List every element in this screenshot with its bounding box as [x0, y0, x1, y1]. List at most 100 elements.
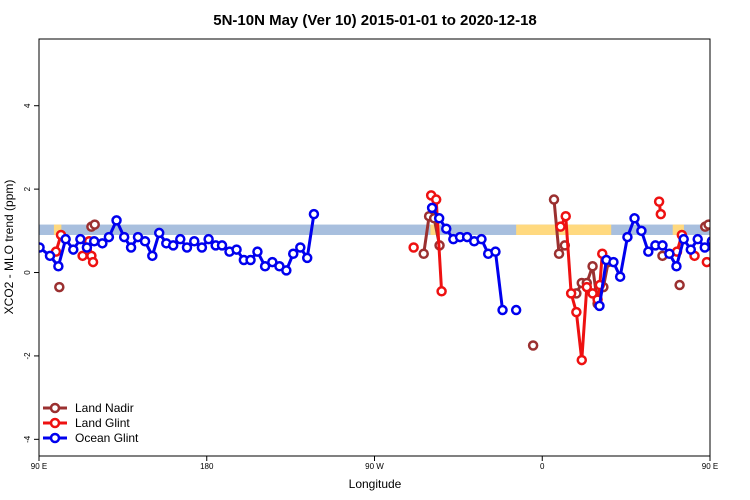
x-tick-label: 0 [540, 462, 545, 471]
land-band-3 [583, 224, 591, 235]
plot-frame [38, 38, 711, 457]
ocean-glint-point [671, 261, 682, 272]
land-nadir-point [703, 219, 710, 230]
ocean-glint-point [53, 261, 64, 272]
ocean-glint-point [75, 233, 86, 245]
ocean-glint-point [715, 239, 723, 247]
land-nadir-point [418, 248, 429, 260]
ocean-glint-point [111, 215, 122, 226]
land-glint-point [655, 208, 667, 220]
ocean-glint-point [60, 233, 71, 245]
ocean-glint-point [678, 233, 689, 245]
series-layer [39, 190, 750, 366]
ocean-glint-point [39, 242, 45, 253]
ocean-glint-point [287, 248, 299, 260]
ocean-glint-point [736, 233, 744, 241]
x-axis-label: Longitude [349, 477, 402, 491]
y-axis: -4 -2 0 2 4 [23, 103, 39, 443]
x-axis: 90 E 180 90 W 0 90 E [31, 456, 718, 471]
ocean-glint-point [729, 216, 737, 224]
y-tick-label: 4 [23, 103, 32, 108]
series-ocean-glint [39, 202, 750, 316]
ocean-glint-point [252, 246, 263, 257]
ocean-glint-point [153, 227, 165, 239]
ocean-glint-point [510, 304, 522, 316]
land-nadir-point [548, 194, 560, 205]
ocean-glint-point [692, 233, 703, 245]
land-glint-point [408, 242, 419, 253]
ocean-glint-point [629, 213, 640, 224]
y-tick-label: -2 [23, 352, 32, 360]
y-tick-label: 2 [23, 186, 32, 191]
ocean-glint-point [722, 233, 730, 241]
x-tick-label: 90 E [702, 462, 718, 471]
land-nadir-point [89, 219, 100, 230]
ocean-glint-point [433, 213, 445, 224]
land-glint-point [436, 286, 447, 297]
ocean-glint-point [643, 246, 654, 257]
land-glint-point [571, 306, 582, 318]
legend-label-land-glint: Land Glint [75, 416, 130, 430]
land-glint-line [559, 214, 604, 362]
y-axis-label: XCO2 - MLO trend (ppm) [2, 180, 16, 315]
x-tick-label: 90 E [31, 462, 47, 471]
x-tick-label: 180 [200, 462, 214, 471]
y-tick-label: -4 [23, 435, 32, 443]
series-land-glint [50, 190, 710, 366]
ocean-glint-point [44, 250, 56, 262]
ocean-glint-point [181, 242, 193, 253]
ocean-glint-point [231, 244, 242, 255]
land-glint-point [87, 256, 99, 268]
ocean-glint-point [139, 235, 151, 247]
legend-marker-ocean-glint [49, 432, 61, 444]
x-tick-label: 90 W [365, 462, 384, 471]
ocean-glint-point [281, 265, 292, 276]
land-glint-point [576, 354, 588, 366]
land-glint-point [560, 210, 571, 222]
ocean-glint-point [743, 244, 750, 252]
ocean-glint-point [657, 240, 668, 251]
legend-marker-land-nadir [49, 402, 61, 414]
ocean-glint-point [685, 244, 697, 255]
land-glint-point [701, 256, 710, 268]
ocean-glint-point [68, 244, 79, 255]
ocean-glint-point [699, 242, 710, 253]
land-nadir-point [674, 279, 685, 291]
ocean-glint-point [664, 248, 675, 260]
ocean-glint-point [441, 223, 452, 234]
land-band-4 [672, 224, 684, 235]
ocean-glint-point [295, 242, 306, 253]
ocean-glint-point [103, 231, 115, 243]
ocean-glint-point [301, 252, 313, 264]
ocean-glint-point [706, 236, 710, 247]
ocean-glint-point [608, 256, 619, 268]
ocean-glint-point [196, 242, 208, 253]
ocean-glint-point [216, 240, 228, 251]
land-nadir-point [587, 261, 598, 272]
ocean-glint-point [189, 235, 200, 247]
ocean-glint-point [622, 231, 633, 243]
land-glint-point [77, 250, 88, 262]
ocean-glint-point [203, 233, 214, 245]
land-band-0 [53, 224, 62, 235]
ocean-glint-point [490, 246, 501, 257]
ocean-glint-point [614, 271, 626, 282]
ocean-glint-point [81, 242, 93, 253]
legend-label-ocean-glint: Ocean Glint [75, 431, 139, 445]
series-land-nadir [54, 194, 710, 351]
land-glint-point [653, 196, 665, 207]
land-glint-point [581, 281, 593, 293]
ocean-glint-point [125, 242, 137, 253]
legend-label-land-nadir: Land Nadir [75, 401, 134, 415]
y-tick-label: 0 [23, 270, 32, 275]
legend-marker-land-glint [49, 417, 61, 429]
ocean-glint-point [594, 300, 605, 312]
land-glint-point [565, 288, 577, 299]
ocean-glint-point [245, 254, 256, 266]
ocean-glint-point [497, 304, 508, 316]
ocean-glint-point [97, 238, 108, 249]
ocean-band [39, 224, 710, 235]
ocean-glint-point [118, 231, 130, 243]
